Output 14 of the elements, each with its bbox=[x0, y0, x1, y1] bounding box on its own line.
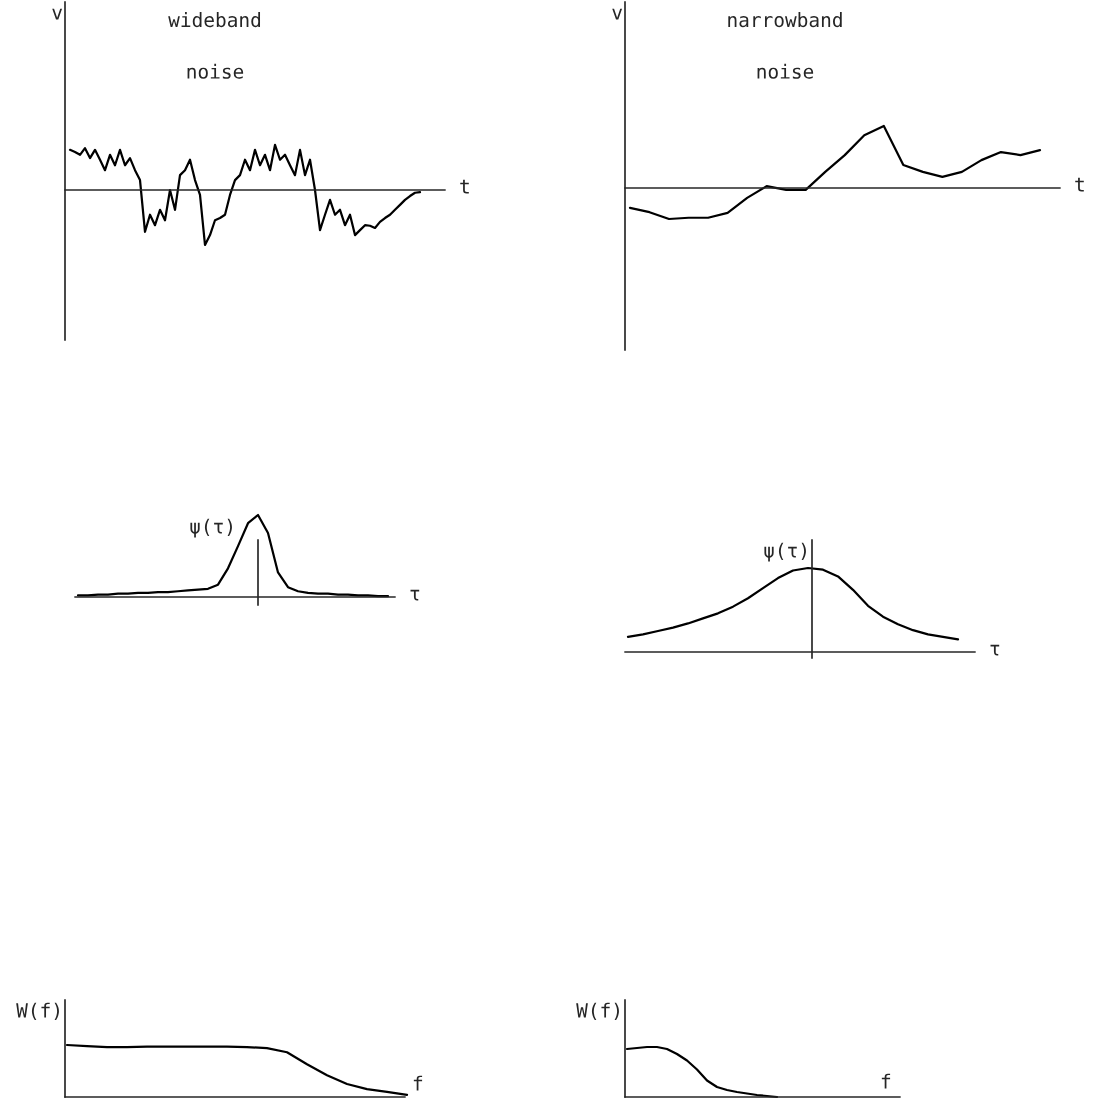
y-axis-title: ψ(τ) bbox=[190, 518, 232, 538]
y-axis-title: v bbox=[612, 8, 623, 20]
x-axis-title: t bbox=[1075, 177, 1084, 192]
y-axis-title: v bbox=[52, 8, 63, 20]
x-axis-title: f bbox=[413, 1075, 423, 1091]
chart-title: narrowband noise bbox=[728, 12, 842, 79]
y-axis-title: W(f) bbox=[576, 1002, 619, 1020]
x-axis-title: τ bbox=[990, 644, 1000, 656]
y-axis-title: W(f) bbox=[16, 1002, 59, 1020]
x-axis-title: τ bbox=[410, 589, 420, 601]
x-axis-title: t bbox=[460, 179, 469, 194]
y-axis-title: ψ(τ) bbox=[764, 542, 806, 562]
x-axis-title: f bbox=[881, 1073, 891, 1089]
chart-title: wideband noise bbox=[168, 12, 261, 79]
